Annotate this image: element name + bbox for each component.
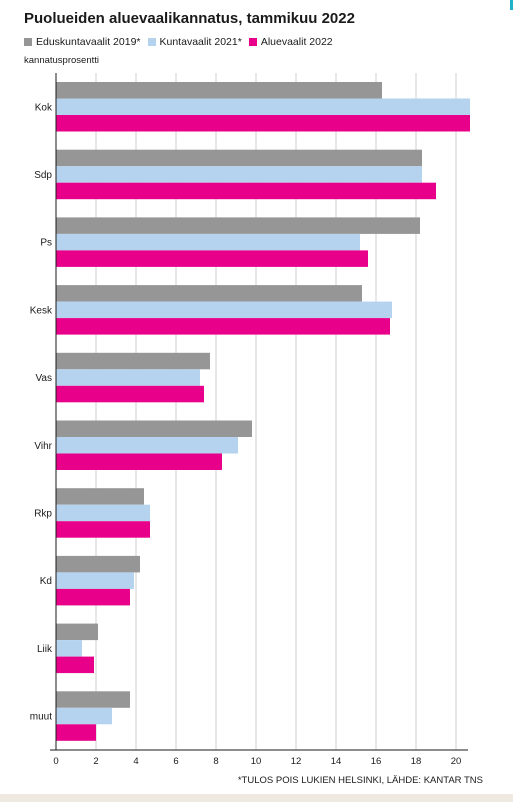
category-label-vihr: Vihr [34,441,52,452]
bar-vihr-aluevaalit-2022 [56,453,222,470]
category-label-liik: Liik [37,644,53,655]
bar-vas-aluevaalit-2022 [56,385,204,403]
x-tick-label-14: 14 [331,756,342,767]
x-tick-label-4: 4 [133,756,138,767]
bar-kok-aluevaalit-2022 [56,115,470,132]
bar-sdp-aluevaalit-2022 [56,182,436,200]
x-tick-label-8: 8 [213,756,218,767]
bar-kesk-aluevaalit-2022 [56,318,390,335]
axis-label: kannatusprosentti [24,55,99,66]
legend: Eduskuntavaalit 2019* Kuntavaalit 2021* … [24,36,340,48]
bar-kd-aluevaalit-2022 [56,588,130,606]
source-footnote: *TULOS POIS LUKIEN HELSINKI, LÄHDE: KANT… [237,775,483,786]
legend-item-aluevaalit-2022: Aluevaalit 2022 [248,36,333,48]
bottom-strip [0,794,513,802]
bar-kesk-eduskuntavaalit-2019 [56,285,362,302]
bar-vas-kuntavaalit-2021 [56,369,200,386]
legend-swatch-aluevaalit-2022 [248,38,257,46]
category-label-sdp: Sdp [34,170,52,181]
category-label-muut: muut [30,712,52,723]
corner-accent [510,0,513,10]
bar-ps-aluevaalit-2022 [56,250,368,267]
bar-liik-aluevaalit-2022 [56,656,94,674]
bar-rkp-eduskuntavaalit-2019 [56,488,144,505]
bar-kok-kuntavaalit-2021 [56,98,470,115]
bar-rkp-kuntavaalit-2021 [56,504,150,522]
bar-kesk-kuntavaalit-2021 [56,301,392,319]
x-tick-label-18: 18 [411,756,422,767]
chart-title: Puolueiden aluevaalikannatus, tammikuu 2… [24,10,355,27]
legend-swatch-kuntavaalit-2021 [147,38,156,46]
bar-sdp-kuntavaalit-2021 [56,166,422,183]
legend-swatch-eduskuntavaalit-2019 [24,38,32,46]
bar-liik-kuntavaalit-2021 [56,640,82,657]
bar-vas-eduskuntavaalit-2019 [56,352,210,370]
legend-label-aluevaalit-2022: Aluevaalit 2022 [260,36,333,48]
x-tick-label-10: 10 [251,756,262,767]
x-tick-label-2: 2 [93,756,98,767]
bar-ps-kuntavaalit-2021 [56,233,360,251]
x-tick-label-0: 0 [53,756,58,767]
bar-sdp-eduskuntavaalit-2019 [56,149,422,167]
legend-item-kuntavaalit-2021: Kuntavaalit 2021* [147,36,242,48]
bar-muut-eduskuntavaalit-2019 [56,691,130,708]
category-label-vas: Vas [36,373,53,384]
bar-rkp-aluevaalit-2022 [56,521,150,538]
bar-muut-aluevaalit-2022 [56,724,96,741]
x-tick-label-20: 20 [451,756,462,767]
bar-liik-eduskuntavaalit-2019 [56,623,98,641]
x-tick-label-12: 12 [291,756,302,767]
category-label-kesk: Kesk [30,305,53,316]
category-label-kd: Kd [40,576,52,587]
bar-vihr-eduskuntavaalit-2019 [56,420,252,437]
bar-kd-kuntavaalit-2021 [56,572,134,589]
bar-vihr-kuntavaalit-2021 [56,437,238,454]
x-tick-label-6: 6 [173,756,178,767]
bar-muut-kuntavaalit-2021 [56,707,112,725]
bar-kok-eduskuntavaalit-2019 [56,82,382,99]
category-label-kok: Kok [35,102,53,113]
legend-label-eduskuntavaalit-2019: Eduskuntavaalit 2019* [36,36,141,48]
legend-item-eduskuntavaalit-2019: Eduskuntavaalit 2019* [24,36,141,48]
category-label-ps: Ps [40,238,52,249]
x-tick-label-16: 16 [371,756,382,767]
bar-kd-eduskuntavaalit-2019 [56,555,140,573]
legend-label-kuntavaalit-2021: Kuntavaalit 2021* [159,36,242,48]
bar-ps-eduskuntavaalit-2019 [56,217,420,234]
category-label-rkp: Rkp [34,508,52,519]
